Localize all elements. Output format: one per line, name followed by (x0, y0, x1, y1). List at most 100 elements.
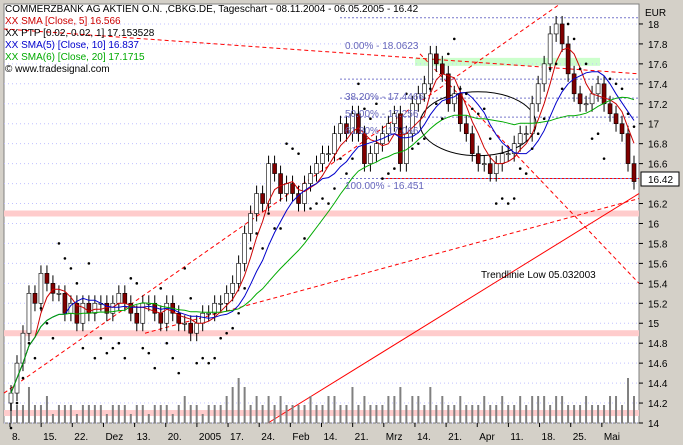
sma10-line (10, 71, 635, 394)
sar-dot-56 (345, 172, 348, 175)
candle-body-75 (457, 93, 463, 125)
sar-dot-41 (255, 232, 258, 235)
sar-dot-40 (249, 247, 252, 250)
volume-bar-91 (555, 396, 558, 423)
volume-bar-22 (141, 405, 144, 423)
volume-bar-66 (405, 405, 408, 423)
y-tick-label-3: 17.4 (648, 80, 668, 91)
sar-dot-47 (291, 147, 294, 150)
volume-bar-63 (387, 396, 390, 423)
sar-dot-81 (494, 202, 498, 205)
volume-bar-27 (171, 414, 174, 423)
volume-bar-78 (477, 405, 480, 423)
candle-body-61 (374, 143, 379, 154)
y-tick-label-15: 15 (648, 319, 660, 330)
sar-dot-93 (566, 22, 570, 26)
y-tick-label-14: 15.2 (648, 299, 668, 310)
sar-dot-18 (117, 341, 121, 345)
candle-body-41 (254, 193, 259, 214)
volume-bar-15 (99, 405, 102, 423)
candle-body-42 (260, 193, 265, 204)
x-tick-label-14: 21. (448, 432, 462, 443)
sar-dot-86 (524, 172, 528, 175)
candle-body-77 (469, 133, 475, 154)
candle-body-44 (272, 163, 277, 174)
volume-bar-26 (165, 405, 168, 423)
volume-bar-62 (381, 405, 384, 423)
candle-body-56 (344, 123, 349, 134)
candle-body-96 (583, 103, 589, 106)
volume-bar-30 (189, 405, 192, 423)
candle-body-57 (350, 113, 355, 134)
volume-bar-85 (519, 396, 522, 423)
volume-bar-83 (507, 405, 510, 423)
x-tick-label-2: 22. (74, 432, 88, 443)
volume-bar-44 (273, 405, 276, 423)
volume-bar-86 (525, 405, 528, 423)
sar-dot-21 (135, 282, 139, 285)
candle-body-22 (140, 302, 146, 324)
candle-body-6 (44, 273, 50, 284)
candle-body-104 (631, 163, 637, 182)
candle-body-70 (428, 53, 433, 85)
sar-dot-34 (213, 356, 216, 360)
candle-body-26 (164, 302, 170, 324)
currency-label: EUR (645, 8, 666, 19)
band-17-6 (415, 57, 600, 66)
fib-38-label: 38.20% - 17.4466 (345, 92, 424, 103)
sar-dot-95 (578, 67, 582, 71)
y-tick-label-5: 17 (648, 120, 660, 131)
sar-dot-37 (231, 326, 234, 330)
volume-bar-64 (393, 396, 396, 423)
volume-bar-43 (267, 396, 270, 423)
sar-dot-43 (267, 212, 270, 215)
x-tick-label-17: 18. (542, 432, 556, 443)
legend: COMMERZBANK AG AKTIEN O.N. ,CBKG.DE, Tag… (5, 4, 418, 76)
sar-dot-97 (590, 137, 594, 140)
candle-body-94 (571, 73, 577, 95)
candle-body-60 (368, 153, 373, 164)
candle-body-7 (50, 283, 56, 294)
sar-dot-98 (596, 132, 600, 135)
candle-body-78 (475, 153, 481, 164)
candle-body-79 (481, 163, 487, 165)
y-tick-label-13: 15.4 (648, 279, 668, 290)
volume-bar-11 (75, 414, 78, 423)
volume-bar-17 (111, 405, 114, 423)
trendline-label: Trendlinie Low 05.032003 (481, 270, 596, 281)
volume-bar-40 (249, 405, 252, 423)
sar-dot-33 (207, 361, 210, 365)
volume-bar-94 (573, 405, 576, 423)
candle-body-71 (434, 53, 439, 65)
sar-dot-50 (309, 207, 312, 210)
sar-dot-29 (183, 267, 187, 270)
volume-bar-3 (27, 387, 30, 423)
volume-bar-75 (459, 396, 462, 423)
y-axis-ticks: 18 17.8 17.6 17.4 17.2 17 16.8 16.6 16.2 16 15.8 15… (639, 20, 668, 430)
candle-body-48 (296, 193, 301, 204)
candle-body-76 (463, 123, 469, 134)
x-tick-label-8: 24. (261, 432, 275, 443)
volume-bar-74 (453, 405, 456, 423)
volume-bar-58 (357, 405, 360, 423)
x-tick-label-10: 14. (324, 432, 338, 443)
sar-dot-46 (285, 142, 288, 145)
last-price-box (640, 171, 680, 187)
sar-dot-48 (297, 152, 300, 155)
sar-dot-16 (105, 351, 109, 355)
volume-bar-35 (219, 405, 222, 423)
x-axis-ticks: 8. 15. 22. Dez 13. 20. 2005 17. 24. Feb 14. 21. Mrz 1… (9, 423, 620, 443)
sar-dot-28 (177, 371, 181, 375)
sar-dot-10 (69, 267, 73, 270)
sar-dot-53 (327, 202, 330, 205)
volume-bar-76 (465, 405, 468, 423)
x-tick-label-12: Mrz (386, 432, 403, 443)
sar-dot-26 (165, 341, 169, 345)
candle-body-38 (236, 263, 241, 284)
candle-body-19 (122, 293, 128, 304)
sar-dot-77 (470, 107, 474, 111)
y-tick-label-11: 15.8 (648, 239, 668, 250)
volume-bar-38 (237, 378, 240, 423)
y-tick-label-2: 17.6 (648, 60, 668, 71)
volume-bar-90 (549, 405, 552, 423)
